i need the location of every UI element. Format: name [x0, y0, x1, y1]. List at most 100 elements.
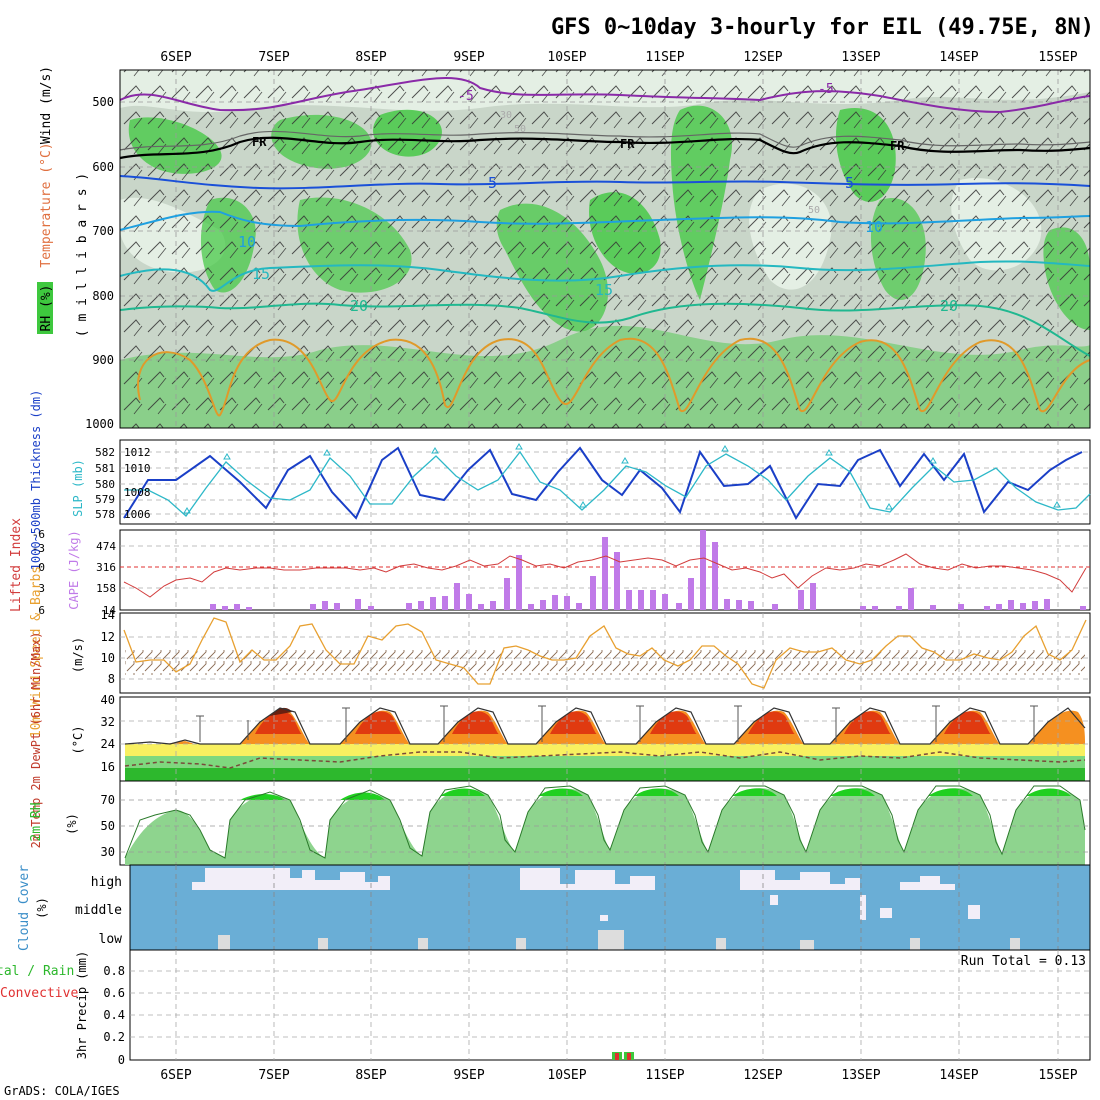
- middle-low-cloud: [600, 895, 980, 921]
- date-label-bottom: 6SEP: [160, 1068, 191, 1083]
- temp-contour-5: [119, 175, 1091, 190]
- temp-ylabel-units: (°C): [71, 726, 85, 755]
- precip-grid: [130, 950, 1090, 1060]
- ytick: 14: [101, 608, 115, 622]
- ytick: 1008: [124, 486, 151, 499]
- cape-li-panel: -6 -3 0 3 6 474 316 158 14 Lifted Index …: [9, 518, 1091, 617]
- ylabel-temp: Temperature (°C): [39, 142, 54, 267]
- wind-ylabel-units: (m/s): [71, 637, 85, 673]
- temp-ylabel: 2m Temp 2m DewPt (6hr Min/Max): [29, 632, 43, 849]
- ytick: 800: [92, 289, 114, 303]
- precip-bar-conv: [627, 1053, 631, 1060]
- ytick: 70: [101, 793, 115, 807]
- contour-label-5: 5: [488, 174, 497, 192]
- ytick: 0.8: [103, 964, 125, 978]
- contour-label-minus5: -5: [818, 82, 834, 97]
- dewpoint-line: [124, 751, 1086, 769]
- contour-label-20: 20: [940, 297, 958, 315]
- upper-panel-frame: [119, 69, 1091, 429]
- rh-grid: [120, 781, 1090, 865]
- date-label-bottom: 14SEP: [939, 1068, 978, 1083]
- run-total: Run Total = 0.13: [961, 954, 1086, 969]
- contour-label-10: 10: [238, 233, 256, 251]
- rh-legend-swatch: [37, 282, 53, 334]
- upper-wind-barbs: [120, 70, 1090, 428]
- ytick: 1010: [124, 462, 151, 475]
- ytick: 1000: [85, 417, 114, 431]
- contour-label-15: 15: [595, 281, 613, 299]
- date-label-bottom: 9SEP: [453, 1068, 484, 1083]
- contour-label-20: 20: [350, 297, 368, 315]
- ytick: -3: [32, 542, 45, 555]
- slp-ylabel: SLP (mb): [71, 459, 85, 517]
- ytick: 16: [101, 760, 115, 774]
- upper-ylabel-units: ( m i l l i b a r s ): [75, 173, 90, 337]
- temp-daily-peaks: [125, 707, 1085, 744]
- upper-yticks: 500 600 700 800 900 1000: [85, 95, 114, 431]
- temp2m-panel: 40 32 24 16 2m Temp 2m DewPt (6hr Min/Ma…: [29, 632, 1091, 849]
- temp-yticks: 40 32 24 16: [101, 693, 115, 774]
- contour-label-15: 15: [252, 265, 270, 283]
- cloud-level-middle: middle: [75, 903, 122, 918]
- contour-label-minus5: -5: [458, 89, 474, 104]
- ytick: 500: [92, 95, 114, 109]
- cloud-ylabel-units: (%): [35, 897, 49, 919]
- date-label-top: 9SEP: [453, 50, 484, 65]
- ytick: 1012: [124, 446, 151, 459]
- date-label-bottom: 7SEP: [258, 1068, 289, 1083]
- top-date-labels: 6SEP 7SEP 8SEP 9SEP 10SEP 11SEP 12SEP 13…: [160, 50, 1077, 65]
- ytick: 700: [92, 224, 114, 238]
- cloud-level-low: low: [99, 932, 123, 947]
- precip-ylabel: 3hr Precip (mm): [75, 951, 89, 1059]
- temp-contour-15: [119, 260, 1091, 292]
- temp-contour-freezing-2: [119, 130, 1091, 151]
- upper-ylabel-group: RH (%) Temperature (°C) Wind (m/s): [37, 66, 54, 334]
- ytick: 600: [92, 160, 114, 174]
- contour-label-fr: FR: [890, 139, 905, 153]
- ytick: 12: [101, 630, 115, 644]
- thickness-ylabel: 1000~500mb Thickness (dm): [29, 390, 43, 571]
- thickness-line: [123, 446, 1083, 521]
- precip-yticks: 0.8 0.6 0.4 0.2 0: [103, 964, 125, 1067]
- rh-yticks: 70 50 30: [101, 793, 115, 859]
- slp-line: [124, 450, 1091, 517]
- date-label-top: 15SEP: [1038, 50, 1077, 65]
- temp-contour-10: [119, 210, 1091, 231]
- contour-label-5: 5: [845, 174, 854, 192]
- date-label-top: 6SEP: [160, 50, 191, 65]
- date-label-bottom: 12SEP: [743, 1068, 782, 1083]
- date-label-bottom: 13SEP: [841, 1068, 880, 1083]
- rh-contour-label: 30: [500, 110, 512, 121]
- low-cloud: [218, 930, 1020, 950]
- thickness-yticks-right: 1012 1010 1008 1006: [124, 446, 151, 521]
- wind-ylabel: 10m Wind Speed & Barbs: [29, 566, 44, 738]
- rh-ylabel: 2m RH: [29, 802, 44, 841]
- precip-bar-conv: [615, 1053, 619, 1060]
- date-label-bottom: 11SEP: [645, 1068, 684, 1083]
- ytick: 0.6: [103, 986, 125, 1000]
- date-label-top: 12SEP: [743, 50, 782, 65]
- ylabel-rh: RH (%): [39, 285, 54, 332]
- rh-contour-label: 50: [808, 205, 820, 216]
- cape-bars: [210, 530, 1086, 610]
- rh-ylabel-units: (%): [65, 813, 79, 835]
- ytick: 3: [38, 582, 45, 595]
- temp-band-24: [125, 744, 1085, 756]
- cloud-ylabel: Cloud Cover: [17, 865, 32, 951]
- contour-label-fr: FR: [620, 137, 635, 151]
- temp-contour-minus5: [119, 77, 1091, 114]
- temp-grid: [120, 697, 1090, 781]
- ytick: 10: [101, 651, 115, 665]
- date-label-top: 7SEP: [258, 50, 289, 65]
- temp-band-20: [125, 756, 1085, 768]
- ytick: 581: [95, 462, 115, 475]
- date-label-top: 13SEP: [841, 50, 880, 65]
- ytick: 579: [95, 493, 115, 506]
- precip-bars: [612, 1052, 634, 1060]
- ytick: 0.4: [103, 1008, 125, 1022]
- grads-credit: GrADS: COLA/IGES: [4, 1084, 120, 1098]
- precip-panel: Run Total = 0.13 0.8 0.6 0.4 0.2 0 tal /…: [0, 949, 1091, 1067]
- ytick: 474: [96, 540, 116, 553]
- ytick: 580: [95, 478, 115, 491]
- ylabel-wind: Wind (m/s): [39, 66, 54, 144]
